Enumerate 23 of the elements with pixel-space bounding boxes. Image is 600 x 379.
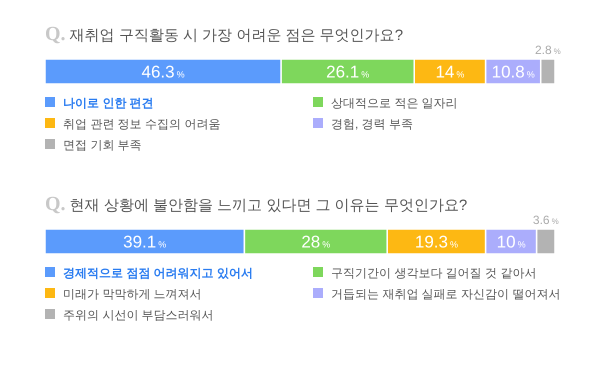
legend-label: 경험, 경력 부족: [331, 117, 414, 131]
series-label: 나이로 인한 편견: [63, 96, 154, 110]
legend-item: 면접 기회 부족: [45, 138, 142, 152]
legend-item: 구직기간이 생각보다 길어질 것 같아서: [313, 266, 536, 280]
legend-item: 주위의 시선이 부담스러워서: [45, 308, 214, 322]
legend-item: 나이로 인한 편견: [45, 96, 154, 110]
legend-item: 취업 관련 정보 수집의 어려움: [45, 117, 220, 131]
data-label: 19.3%: [414, 232, 458, 252]
data-label: 10%: [496, 232, 526, 252]
legend-item: 경제적으로 점점 어려워지고 있어서: [45, 266, 254, 280]
data-label: 46.3%: [142, 62, 185, 82]
legend-item: 경험, 경력 부족: [313, 117, 414, 131]
legend-item: 거듭되는 재취업 실패로 자신감이 떨어져서: [313, 287, 560, 301]
data-label: 28%: [301, 232, 330, 252]
data-label: 14%: [435, 62, 464, 82]
legend-item: 상대적으로 적은 일자리: [313, 96, 458, 110]
data-label: 3.6%: [532, 213, 559, 227]
legend-item: 미래가 막막하게 느껴져서: [45, 287, 202, 301]
data-label: 39.1%: [123, 232, 166, 252]
data-label: 10.8%: [492, 62, 535, 82]
data-label: 2.8%: [534, 43, 561, 57]
legend-label: 면접 기회 부족: [63, 138, 142, 152]
data-label: 26.1%: [326, 62, 370, 82]
